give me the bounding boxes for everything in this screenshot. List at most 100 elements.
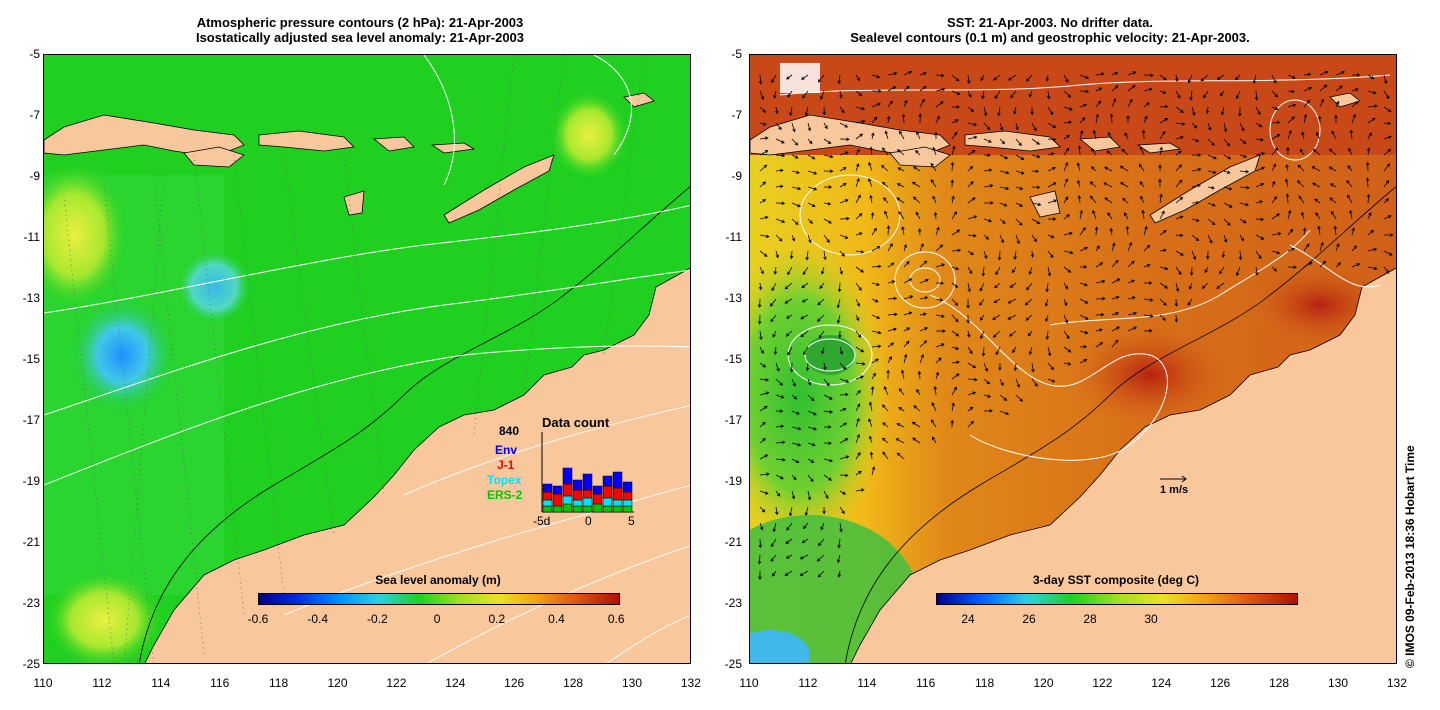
velocity-arrow (1127, 84, 1136, 92)
velocity-arrow (1297, 164, 1305, 172)
velocity-arrow (855, 213, 863, 220)
data-count-bar-topex (622, 499, 633, 507)
velocity-arrow (1079, 74, 1090, 80)
velocity-arrow (1238, 250, 1243, 261)
right-title-line1: SST: 21-Apr-2003. No drifter data. (947, 15, 1153, 30)
sea-level-anomaly-map[interactable] (43, 54, 691, 664)
velocity-arrow (933, 211, 938, 220)
velocity-arrow (1319, 70, 1329, 76)
velocity-arrow (919, 312, 927, 316)
velocity-arrow (967, 197, 976, 204)
velocity-arrow (1046, 90, 1051, 100)
velocity-arrow (836, 298, 841, 309)
velocity-arrow (951, 74, 960, 82)
velocity-arrow (803, 346, 809, 356)
velocity-arrow (1007, 74, 1017, 81)
velocity-arrow (1024, 298, 1033, 306)
velocity-arrow (1045, 282, 1049, 293)
velocity-arrow (1271, 134, 1281, 140)
velocity-arrow (1031, 234, 1037, 243)
velocity-arrow (1298, 195, 1305, 204)
longitude-tick-label: 120 (327, 676, 348, 690)
velocity-arrow (1331, 130, 1337, 140)
velocity-arrow (887, 86, 897, 92)
velocity-arrow (804, 106, 809, 117)
velocity-arrow (1008, 330, 1017, 337)
velocity-arrow (855, 298, 860, 307)
velocity-arrow (1127, 241, 1133, 252)
velocity-arrow (839, 407, 847, 412)
velocity-arrow (759, 150, 769, 156)
velocity-arrow (823, 201, 832, 206)
velocity-arrow (999, 394, 1008, 401)
data-count-total: 840 (499, 424, 520, 438)
velocity-arrow (1271, 180, 1276, 188)
velocity-arrow (791, 122, 796, 133)
data-count-bar-ers2 (612, 505, 623, 513)
velocity-arrow (855, 362, 866, 366)
velocity-arrow (1015, 186, 1024, 191)
longitude-tick-label: 110 (739, 676, 759, 690)
data-count-chart (541, 432, 634, 513)
velocity-arrow (983, 234, 990, 240)
velocity-arrow (839, 362, 847, 370)
velocity-arrow (1063, 362, 1072, 366)
velocity-arrow (1015, 218, 1023, 226)
velocity-arrow (1271, 74, 1277, 84)
longitude-tick-label: 118 (975, 676, 995, 690)
velocity-arrow (1031, 185, 1041, 190)
velocity-arrow (1317, 225, 1321, 236)
velocity-arrow (999, 410, 1010, 416)
velocity-arrow (1191, 234, 1200, 242)
velocity-arrow (896, 183, 905, 188)
velocity-arrow (1063, 330, 1070, 340)
velocity-arrow (1287, 103, 1297, 108)
longitude-tick-label: 112 (798, 676, 818, 690)
velocity-arrow (1159, 210, 1165, 220)
velocity-arrow (1383, 266, 1390, 274)
velocity-scale-arrow (1160, 475, 1187, 483)
velocity-arrow (791, 378, 796, 387)
velocity-arrow (979, 314, 985, 321)
velocity-arrow (791, 186, 802, 191)
data-count-bar-ers2 (562, 503, 573, 513)
velocity-arrow (983, 394, 992, 398)
velocity-arrow (1159, 90, 1167, 94)
velocity-arrow (1009, 282, 1017, 288)
velocity-arrow (775, 122, 782, 131)
velocity-arrow (1299, 148, 1305, 156)
velocity-arrow (839, 455, 850, 460)
velocity-arrow (1159, 130, 1166, 140)
velocity-arrow (837, 570, 842, 578)
velocity-arrow (1287, 116, 1295, 124)
velocity-arrow (951, 145, 956, 156)
velocity-arrow (882, 147, 889, 156)
velocity-arrow (1334, 114, 1338, 124)
velocity-arrow (903, 340, 910, 348)
velocity-arrow (839, 490, 847, 495)
velocity-arrow (1127, 279, 1135, 284)
sst-map[interactable] (749, 54, 1397, 664)
data-count-bar-ers2 (602, 505, 613, 513)
velocity-arrow (791, 234, 796, 242)
velocity-arrow (1090, 166, 1097, 172)
velocity-arrow (935, 314, 945, 318)
velocity-arrow (903, 70, 913, 76)
velocity-arrow (951, 386, 957, 396)
sla-colorbar-label: Sea level anomaly (m) (375, 573, 501, 587)
velocity-arrow (839, 167, 847, 172)
velocity-arrow (935, 73, 945, 78)
data-count-bar-env (612, 471, 623, 489)
velocity-arrow (935, 343, 945, 348)
velocity-arrow (1205, 106, 1210, 115)
velocity-arrow (1335, 100, 1340, 108)
velocity-arrow (770, 314, 777, 323)
velocity-arrow (784, 298, 793, 304)
velocity-arrow (759, 122, 767, 126)
data-count-bar-ers2 (552, 505, 563, 513)
velocity-arrow (772, 330, 777, 338)
left-title-line2: Isostatically adjusted sea level anomaly… (195, 30, 525, 45)
velocity-arrow (802, 90, 809, 99)
velocity-arrow (1107, 212, 1113, 220)
velocity-arrow (1103, 182, 1113, 188)
